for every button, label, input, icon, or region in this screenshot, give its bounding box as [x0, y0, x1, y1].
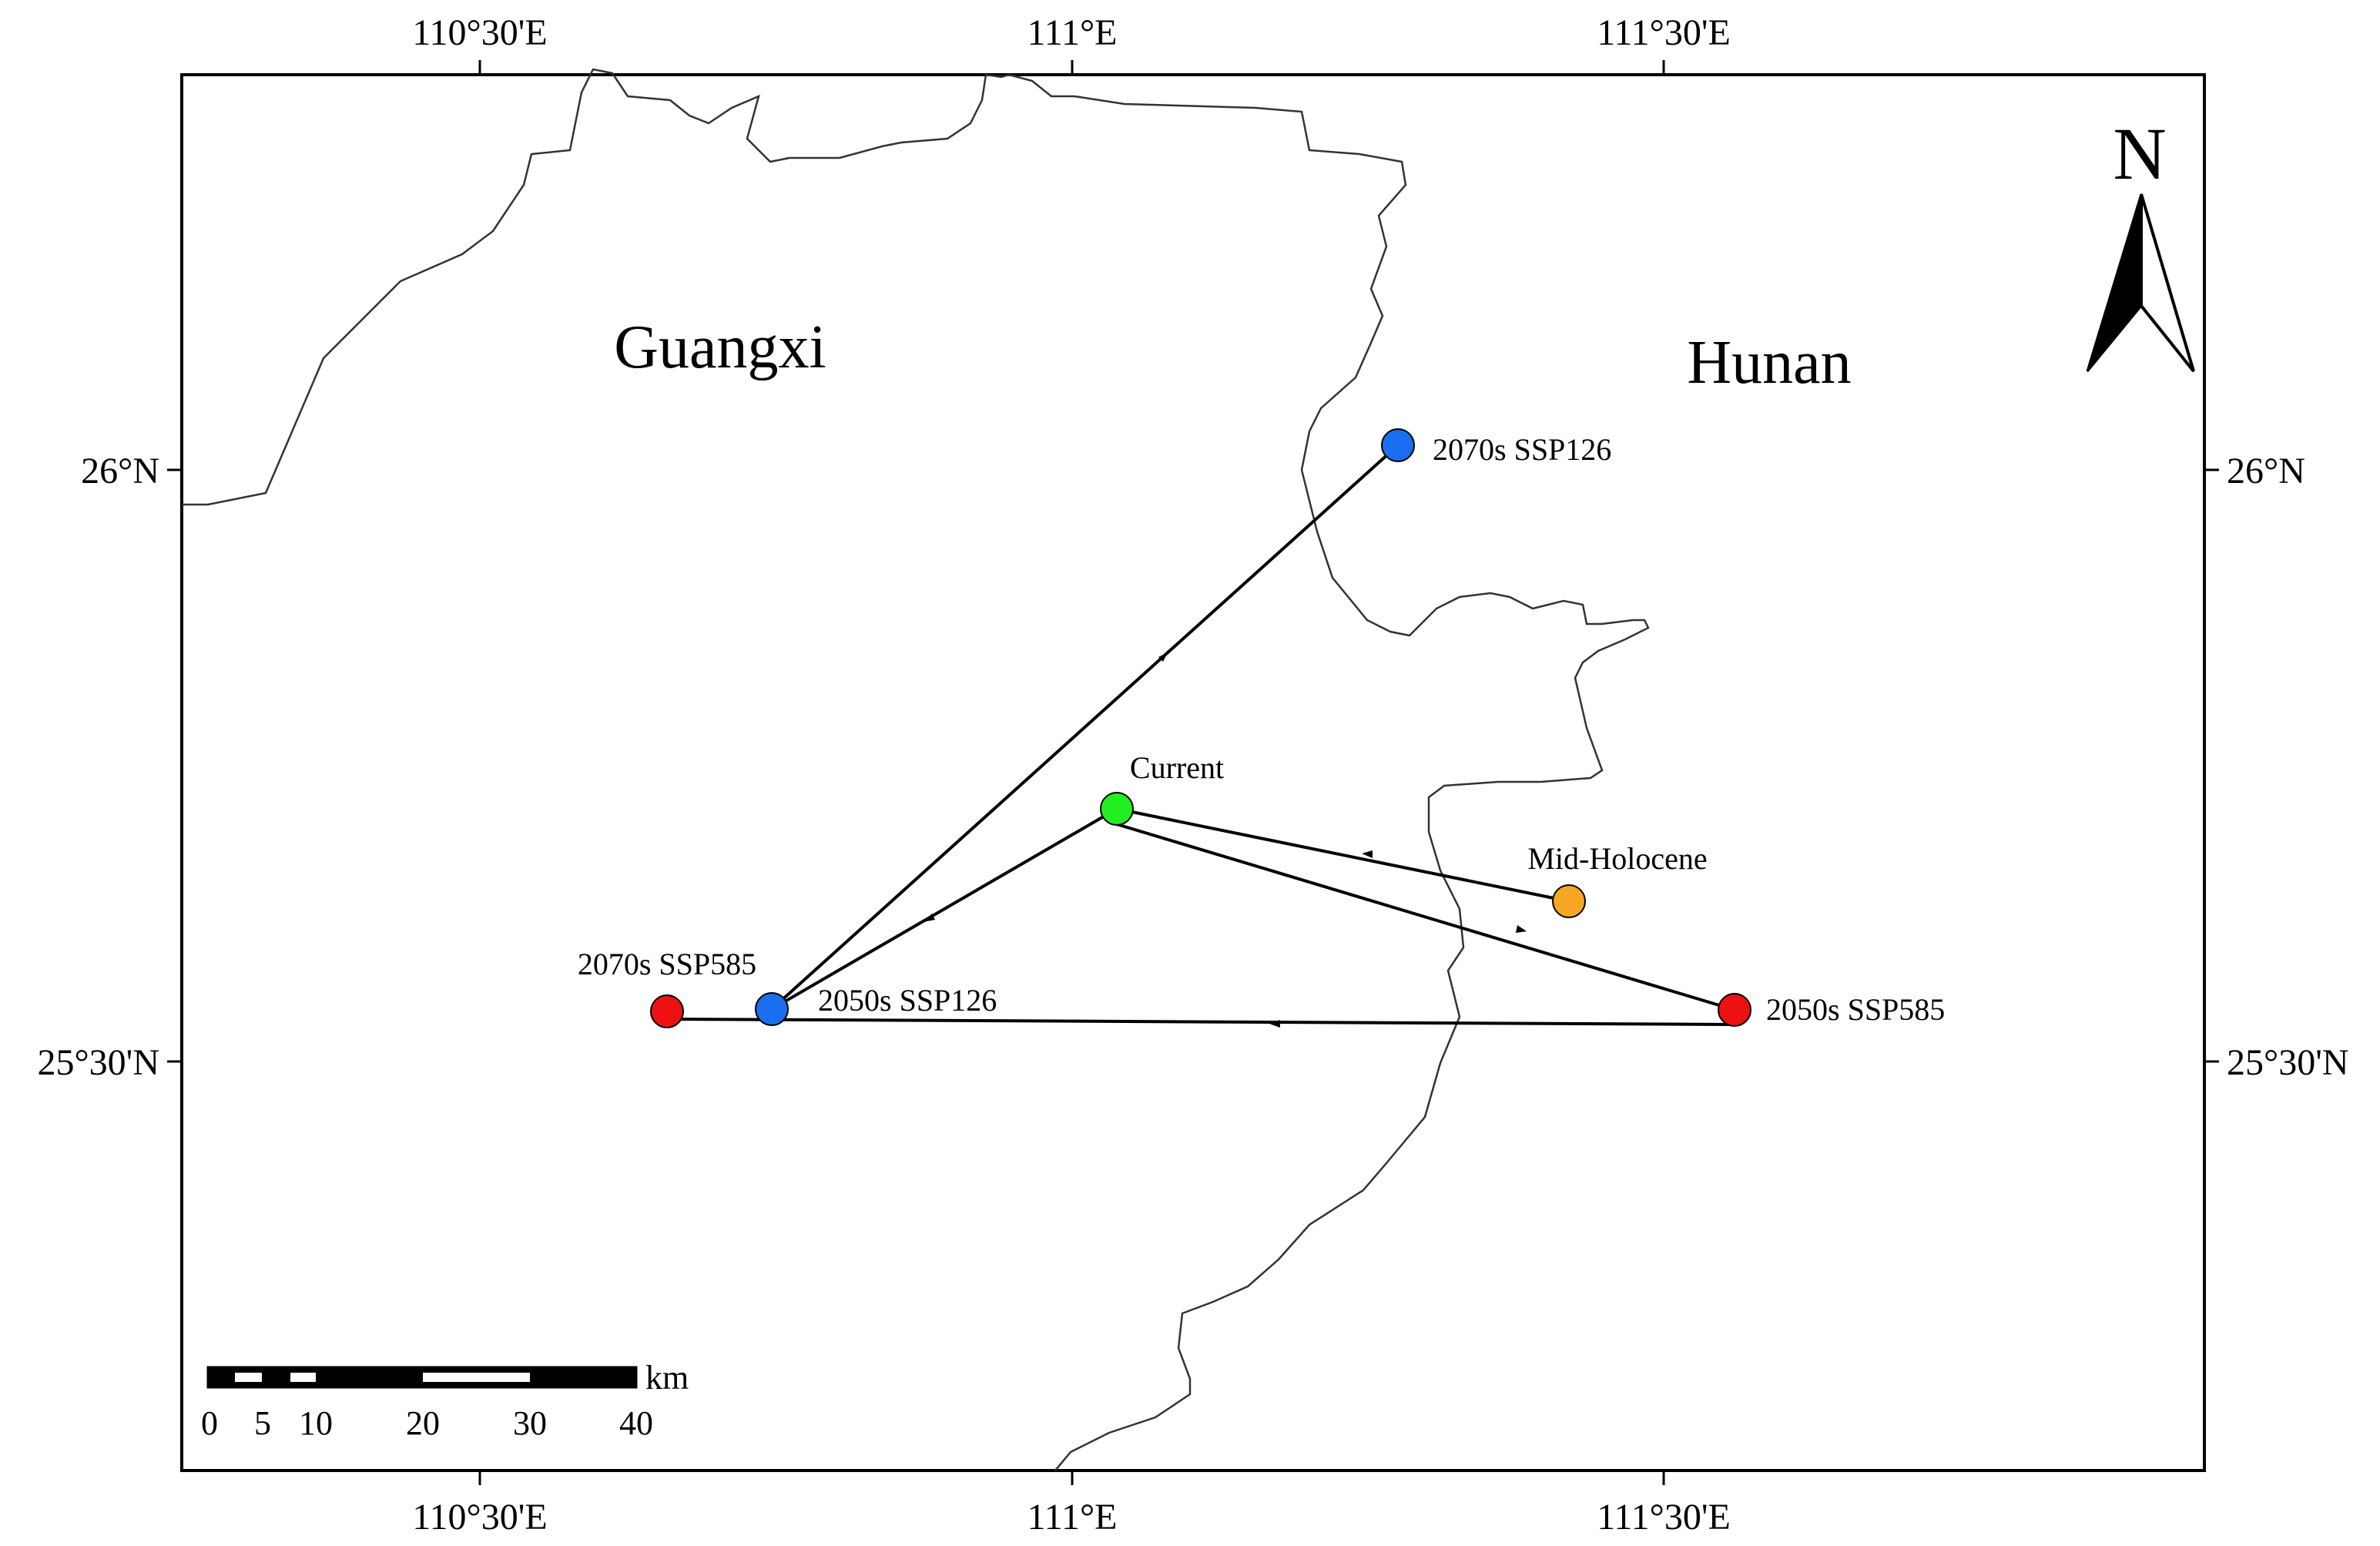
segment-current-2050s-ssp585	[1116, 823, 1735, 1011]
label-2050s-ssp585: 2050s SSP585	[1766, 992, 1945, 1027]
segment-midholocene-current	[1116, 807, 1570, 903]
lat-label-right-2: 25°30'N	[2227, 1042, 2349, 1083]
scale-seg-7	[530, 1367, 636, 1387]
scale-seg-6-top	[423, 1367, 530, 1373]
direction-arrows	[923, 652, 1527, 1028]
scale-tick-30: 30	[513, 1404, 547, 1442]
region-label-guangxi: Guangxi	[614, 314, 826, 381]
centroid-points	[650, 428, 1751, 1028]
lon-label-top-3: 111°30'E	[1597, 12, 1731, 53]
arrow-midholocene-current	[1362, 850, 1373, 858]
point-2070s-ssp585	[650, 994, 684, 1028]
scale-tick-5: 5	[254, 1404, 271, 1442]
point-2050s-ssp585	[1718, 993, 1751, 1027]
arrow-2050s-ssp126-2070s-ssp126	[1158, 652, 1168, 662]
scale-tick-0: 0	[201, 1404, 218, 1442]
lat-label-left-1: 26°N	[81, 451, 159, 491]
scale-tick-20: 20	[406, 1404, 440, 1442]
lon-label-top-2: 111°E	[1027, 12, 1118, 53]
lon-label-top-1: 110°30'E	[412, 12, 547, 53]
scale-seg-1	[208, 1367, 235, 1387]
label-2070s-ssp126: 2070s SSP126	[1433, 432, 1611, 467]
segment-2050s-ssp126-2070s-ssp126	[770, 444, 1400, 1011]
scale-seg-4-top	[290, 1367, 316, 1373]
north-arrow-right-half	[2140, 193, 2195, 373]
point-2070s-ssp126	[1381, 428, 1415, 462]
segment-2050s-ssp585-2070s-ssp585	[666, 1018, 1735, 1026]
point-2050s-ssp126	[755, 992, 789, 1026]
lon-label-bottom-3: 111°30'E	[1597, 1497, 1731, 1538]
lat-label-right-1: 26°N	[2227, 451, 2305, 491]
latitude-ticks	[167, 468, 2219, 1063]
arrow-2050s-ssp585-2070s-ssp585	[1269, 1020, 1280, 1028]
point-mid-holocene	[1552, 884, 1586, 918]
trajectory-lines	[666, 444, 1735, 1026]
scale-bar: km 0 5 10 20 30 40	[201, 1359, 689, 1442]
label-mid-holocene: Mid-Holocene	[1527, 841, 1707, 876]
scale-seg-3	[262, 1367, 290, 1387]
segment-current-2050s-ssp126	[770, 807, 1118, 1011]
lon-label-bottom-1: 110°30'E	[412, 1497, 547, 1538]
scale-seg-5	[316, 1367, 423, 1387]
scale-tick-40: 40	[619, 1404, 653, 1442]
arrow-current-2050s-ssp585	[1516, 925, 1527, 933]
scale-seg-2-bottom	[235, 1382, 262, 1387]
scale-seg-4-bottom	[290, 1382, 316, 1387]
region-label-hunan: Hunan	[1687, 329, 1851, 397]
north-arrow-label: N	[2113, 112, 2166, 195]
scale-tick-10: 10	[299, 1404, 333, 1442]
north-arrow: N	[2086, 112, 2195, 373]
map-frame	[180, 73, 2206, 1472]
scale-unit: km	[645, 1359, 689, 1397]
point-current	[1100, 792, 1134, 826]
longitude-ticks	[478, 60, 1665, 1485]
lon-label-bottom-2: 111°E	[1027, 1497, 1118, 1538]
scale-seg-2-top	[235, 1367, 262, 1373]
label-current: Current	[1130, 750, 1224, 785]
label-2050s-ssp126: 2050s SSP126	[818, 983, 997, 1018]
scale-seg-6-bottom	[423, 1382, 530, 1387]
province-boundary	[182, 68, 1650, 1471]
arrow-current-2050s-ssp126	[923, 914, 935, 922]
label-2070s-ssp585: 2070s SSP585	[578, 947, 756, 981]
lat-label-left-2: 25°30'N	[37, 1042, 159, 1083]
